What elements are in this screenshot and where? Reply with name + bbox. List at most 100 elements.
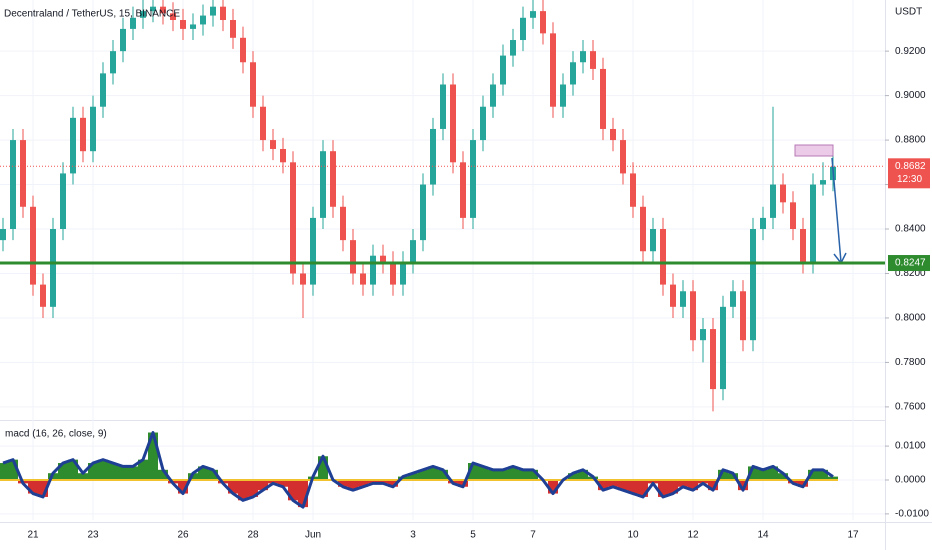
candle-body <box>530 11 536 18</box>
chart-title: Decentraland / TetherUS, 15, BINANCE <box>4 9 180 20</box>
candle-body <box>560 84 566 107</box>
candle-body <box>600 68 606 129</box>
macd-bar <box>498 469 508 480</box>
candle-body <box>80 117 86 152</box>
macd-bar <box>318 456 328 480</box>
macd-bar <box>248 479 258 497</box>
macd-bar <box>668 479 678 494</box>
candle-body <box>460 162 466 218</box>
x-tick-label: 5 <box>470 530 476 541</box>
macd-bar <box>28 479 38 494</box>
macd-bar <box>818 469 828 480</box>
candle-body <box>730 291 736 307</box>
macd-bar <box>598 479 608 491</box>
candle-body <box>700 329 706 341</box>
candle-body <box>390 262 396 285</box>
macd-bar <box>758 469 768 480</box>
candle-body <box>720 306 726 390</box>
macd-bar <box>608 479 618 487</box>
candle-body <box>800 229 806 263</box>
candle-body <box>220 6 226 21</box>
candle-body <box>330 151 336 207</box>
zone-rectangle <box>794 144 834 157</box>
macd-bar <box>128 466 138 480</box>
macd-bar <box>438 469 448 480</box>
candle-body <box>110 51 116 74</box>
macd-bar <box>518 469 528 480</box>
candle-body <box>260 106 266 141</box>
macd-bar <box>198 466 208 480</box>
macd-bar <box>228 479 238 494</box>
macd-bar <box>768 466 778 480</box>
candle-body <box>300 273 306 285</box>
arrow-line <box>831 157 842 263</box>
macd-bar <box>648 479 658 484</box>
y-tick-label: 0.8400 <box>895 224 926 235</box>
macd-bar <box>78 473 88 480</box>
candle-body <box>470 140 476 218</box>
candle-body <box>350 240 356 274</box>
candle-body <box>820 180 826 185</box>
plot <box>0 0 838 509</box>
macd-bar <box>158 469 168 480</box>
candle-body <box>400 262 406 285</box>
candle-body <box>60 173 66 230</box>
support-label: 0.8247 <box>895 258 926 269</box>
macd-bar <box>388 479 398 487</box>
macd-bar <box>268 479 278 484</box>
x-tick-label: 7 <box>530 530 536 541</box>
y-tick-label: 0.8800 <box>895 135 926 146</box>
x-tick-label: 26 <box>177 530 189 541</box>
macd-bar <box>298 479 308 508</box>
macd-bar <box>108 463 118 480</box>
macd-bar <box>798 479 808 487</box>
macd-bar <box>638 479 648 497</box>
macd-bar <box>8 459 18 480</box>
candle-body <box>100 73 106 107</box>
candle-body <box>480 106 486 141</box>
y-tick-label: 0.8000 <box>895 313 926 324</box>
candle-body <box>680 291 686 307</box>
candle-body <box>0 229 6 241</box>
candle-body <box>230 20 236 38</box>
macd-bar <box>698 479 708 484</box>
y-tick-label: 0.0000 <box>895 475 926 486</box>
candle-body <box>510 40 516 56</box>
x-tick-label: 21 <box>27 530 39 541</box>
macd-bar <box>88 463 98 480</box>
candle-body <box>740 291 746 341</box>
macd-title: macd (16, 26, close, 9) <box>5 429 107 440</box>
y-tick-label: 0.9000 <box>895 90 926 101</box>
candle-body <box>90 106 96 152</box>
candle-body <box>320 151 326 218</box>
y-tick-label: -0.0100 <box>895 509 929 520</box>
macd-bar <box>408 473 418 480</box>
x-tick-label: 17 <box>847 530 859 541</box>
macd-bar <box>728 473 738 480</box>
candle-body <box>120 28 126 52</box>
x-tick-label: 14 <box>757 530 769 541</box>
macd-bar <box>528 469 538 480</box>
candle-body <box>180 20 186 29</box>
candle-body <box>250 62 256 107</box>
candle-body <box>690 291 696 341</box>
macd-bar <box>238 479 248 501</box>
candle-body <box>620 140 626 174</box>
candle-body <box>630 173 636 207</box>
y-unit: USDT <box>895 7 922 18</box>
candle-body <box>550 33 556 107</box>
candle-body <box>610 128 616 141</box>
macd-bar <box>508 466 518 480</box>
macd-bar <box>658 479 668 497</box>
candle-body <box>810 184 816 263</box>
y-tick-label: 0.8200 <box>895 268 926 279</box>
candle-body <box>160 6 166 14</box>
y-tick-label: 0.7800 <box>895 357 926 368</box>
price-tag <box>888 158 930 189</box>
macd-bar <box>288 479 298 501</box>
candle-body <box>50 229 56 307</box>
candle-body <box>290 162 296 274</box>
macd-bar <box>568 473 578 480</box>
candle-body <box>280 148 286 163</box>
macd-bar <box>778 473 788 480</box>
